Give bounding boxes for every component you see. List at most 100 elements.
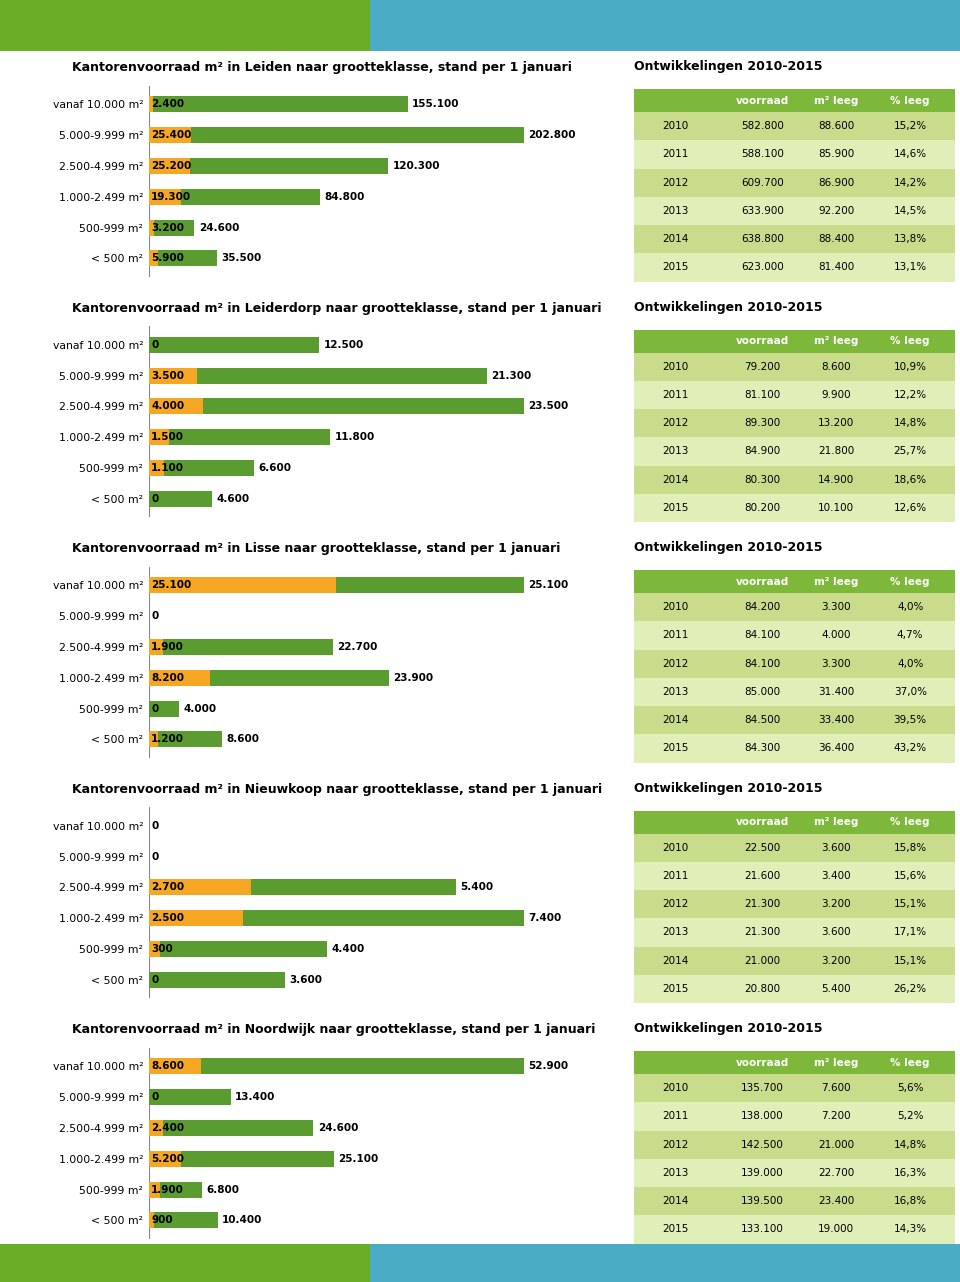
Bar <box>149 1213 155 1228</box>
Text: 2012: 2012 <box>662 659 688 669</box>
Bar <box>634 329 955 522</box>
Bar <box>149 368 197 383</box>
Text: 26,2%: 26,2% <box>894 983 926 994</box>
Text: 25.200: 25.200 <box>151 162 191 171</box>
Text: 25.100: 25.100 <box>338 1154 378 1164</box>
Text: 12.500: 12.500 <box>324 340 364 350</box>
Text: 25.400: 25.400 <box>151 131 191 140</box>
Text: 2010: 2010 <box>662 842 688 853</box>
Text: 2015: 2015 <box>662 1224 688 1235</box>
Text: voorraad: voorraad <box>735 336 789 346</box>
Text: 8.200: 8.200 <box>151 673 184 683</box>
Text: Ontwikkelingen 2010-2015: Ontwikkelingen 2010-2015 <box>634 541 822 554</box>
Text: 2.500: 2.500 <box>151 913 184 923</box>
Text: 7.600: 7.600 <box>822 1083 851 1094</box>
Bar <box>634 1051 955 1074</box>
Bar <box>197 368 487 383</box>
Text: 15,6%: 15,6% <box>894 870 926 881</box>
Text: Ontwikkelingen 2010-2015: Ontwikkelingen 2010-2015 <box>634 782 822 795</box>
Bar <box>634 833 955 862</box>
Text: 39,5%: 39,5% <box>894 715 926 726</box>
Bar <box>149 700 179 717</box>
Text: 22.700: 22.700 <box>818 1168 854 1178</box>
Bar <box>634 112 955 140</box>
Text: 582.800: 582.800 <box>741 122 783 131</box>
Text: 22.500: 22.500 <box>744 842 780 853</box>
Text: 9.900: 9.900 <box>822 390 851 400</box>
Text: 2011: 2011 <box>662 631 688 641</box>
Bar <box>244 910 524 927</box>
Text: 84.300: 84.300 <box>744 744 780 754</box>
Text: 2015: 2015 <box>662 263 688 272</box>
Text: 2015: 2015 <box>662 744 688 754</box>
Text: 2013: 2013 <box>662 927 688 937</box>
Text: 2011: 2011 <box>662 870 688 881</box>
Text: 23.900: 23.900 <box>393 673 433 683</box>
Bar <box>634 812 955 833</box>
Text: 2015: 2015 <box>662 983 688 994</box>
Text: 80.300: 80.300 <box>744 474 780 485</box>
Text: Kantorenvoorraad m² in Lisse naar grootteklasse, stand per 1 januari: Kantorenvoorraad m² in Lisse naar groott… <box>72 542 561 555</box>
Text: 2014: 2014 <box>662 235 688 244</box>
Bar <box>634 946 955 974</box>
Text: 2012: 2012 <box>662 418 688 428</box>
Text: 24.600: 24.600 <box>199 223 239 232</box>
Bar <box>163 638 332 655</box>
Bar <box>634 353 955 381</box>
Text: 5,2%: 5,2% <box>897 1111 924 1122</box>
Text: 0: 0 <box>151 494 158 504</box>
Bar <box>180 188 320 205</box>
Text: m² leeg: m² leeg <box>814 577 858 587</box>
Bar <box>149 1120 163 1136</box>
Bar <box>634 678 955 706</box>
Bar <box>634 90 955 282</box>
Bar <box>634 1103 955 1131</box>
Text: 202.800: 202.800 <box>528 131 576 140</box>
Bar <box>149 250 158 267</box>
Bar <box>634 570 955 763</box>
Text: 138.000: 138.000 <box>741 1111 783 1122</box>
Bar <box>149 879 252 896</box>
Text: % leeg: % leeg <box>891 1058 930 1068</box>
Bar <box>634 465 955 494</box>
Bar <box>634 594 955 622</box>
Bar <box>634 1159 955 1187</box>
Text: 5,6%: 5,6% <box>897 1083 924 1094</box>
Text: 588.100: 588.100 <box>741 150 783 159</box>
Text: 36.400: 36.400 <box>818 744 854 754</box>
Text: 2012: 2012 <box>662 899 688 909</box>
Bar <box>634 197 955 226</box>
Text: 13,1%: 13,1% <box>894 263 926 272</box>
Text: 4.600: 4.600 <box>216 494 250 504</box>
Bar <box>204 399 524 414</box>
Bar <box>0 1244 370 1282</box>
Text: 81.400: 81.400 <box>818 263 854 272</box>
Text: 14,2%: 14,2% <box>894 178 926 187</box>
Text: Kantorenvoorraad m² in Leiderdorp naar grootteklasse, stand per 1 januari: Kantorenvoorraad m² in Leiderdorp naar g… <box>72 301 602 315</box>
Bar <box>252 879 456 896</box>
Bar <box>160 1182 202 1197</box>
Text: 21.800: 21.800 <box>818 446 854 456</box>
Bar <box>634 706 955 735</box>
Text: 21.300: 21.300 <box>492 370 532 381</box>
Text: 22.700: 22.700 <box>337 642 377 653</box>
Text: 84.800: 84.800 <box>324 192 365 201</box>
Text: 5.400: 5.400 <box>822 983 851 994</box>
Text: 2.400: 2.400 <box>151 99 184 109</box>
Text: 2013: 2013 <box>662 1168 688 1178</box>
Text: 10.400: 10.400 <box>222 1215 263 1226</box>
Text: 5.900: 5.900 <box>151 254 184 263</box>
Text: 92.200: 92.200 <box>818 206 854 215</box>
Text: 135.700: 135.700 <box>741 1083 783 1094</box>
Text: 155.100: 155.100 <box>412 99 460 109</box>
Text: 14,8%: 14,8% <box>894 1140 926 1150</box>
Text: 2014: 2014 <box>662 715 688 726</box>
Text: 84.200: 84.200 <box>744 603 780 613</box>
Text: 2010: 2010 <box>662 603 688 613</box>
Bar <box>634 381 955 409</box>
Text: 633.900: 633.900 <box>741 206 783 215</box>
Bar <box>370 1244 960 1282</box>
Bar <box>149 491 211 506</box>
Bar <box>163 1120 313 1136</box>
Text: 139.000: 139.000 <box>741 1168 783 1178</box>
